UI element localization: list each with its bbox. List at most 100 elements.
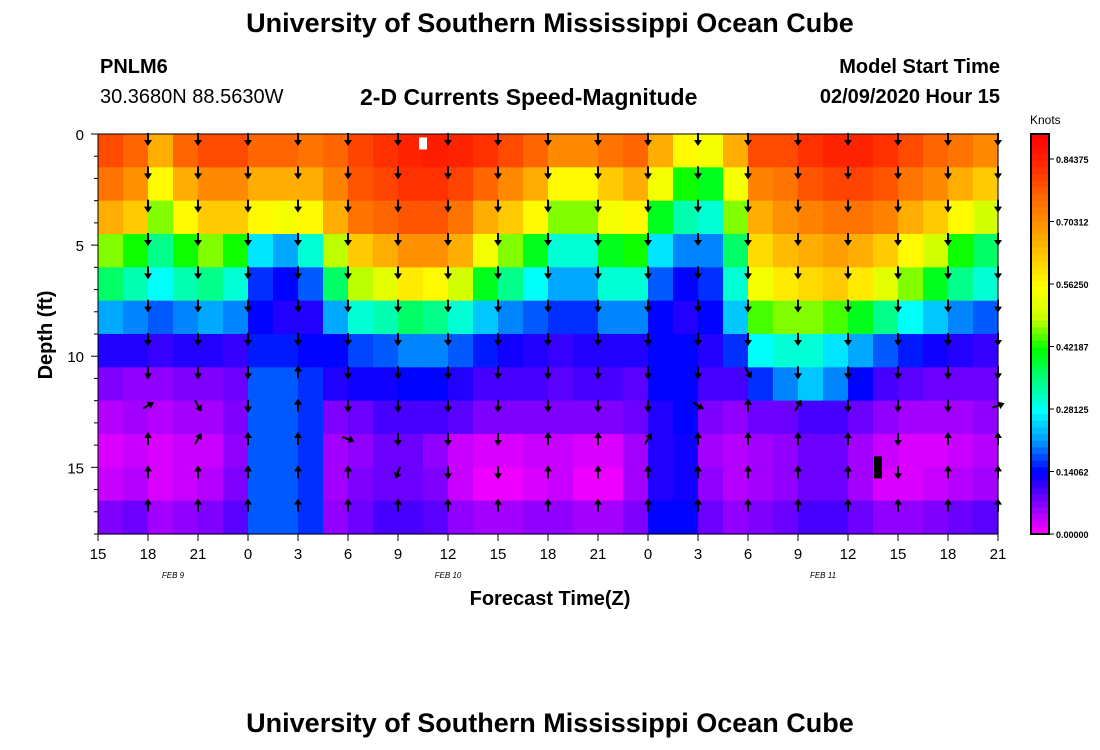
- heatmap-cell: [898, 300, 924, 335]
- current-vector: [393, 466, 402, 479]
- heatmap-cell: [348, 200, 374, 235]
- heatmap-cell: [873, 400, 899, 435]
- heatmap-cell: [423, 300, 449, 335]
- heatmap-cell: [623, 167, 649, 202]
- heatmap-cell: [898, 434, 924, 468]
- heatmap-cell: [348, 234, 374, 268]
- heatmap-cell: [148, 134, 174, 168]
- current-vector: [244, 233, 252, 246]
- x-tick-label: 9: [394, 546, 402, 563]
- y-axis-label: Depth (ft): [35, 291, 57, 380]
- current-vector: [144, 299, 152, 313]
- heatmap-cell: [848, 400, 874, 435]
- heatmap-cell: [673, 434, 699, 468]
- colorbar-segment: [1031, 174, 1049, 182]
- heatmap-cell: [473, 367, 499, 402]
- heatmap-cell: [973, 134, 999, 168]
- colorbar-segment: [1031, 420, 1049, 428]
- heatmap-cell: [848, 367, 874, 402]
- heatmap-cell: [798, 234, 824, 268]
- heatmap-cell: [123, 434, 149, 468]
- heatmap-cell: [148, 467, 174, 502]
- heatmap-cell: [823, 167, 849, 202]
- heatmap-cell: [648, 400, 674, 435]
- heatmap-cell: [623, 234, 649, 268]
- current-vector: [544, 233, 552, 246]
- page-title: University of Southern Mississippi Ocean…: [246, 8, 854, 38]
- y-tick-label: 0: [76, 127, 84, 144]
- current-vector: [594, 333, 602, 346]
- heatmap-cell: [323, 300, 349, 335]
- current-vector: [544, 366, 552, 380]
- heatmap-cell: [523, 367, 549, 402]
- current-vector: [244, 498, 252, 512]
- heatmap-cell: [698, 267, 724, 302]
- current-vector: [244, 465, 252, 479]
- current-vector: [194, 266, 202, 280]
- heatmap-cell: [898, 367, 924, 402]
- current-vector: [444, 299, 452, 313]
- heatmap-cell: [923, 134, 949, 168]
- heatmap-cell: [323, 167, 349, 202]
- colorbar-segment: [1031, 354, 1049, 362]
- heatmap-cell: [398, 367, 424, 402]
- current-vector: [644, 498, 652, 512]
- colorbar-segment: [1031, 267, 1049, 275]
- colorbar-segment: [1031, 167, 1049, 175]
- x-tick-label: 6: [744, 546, 752, 563]
- heatmap-cell: [398, 467, 424, 502]
- heatmap-cell: [873, 167, 899, 202]
- heatmap-cell: [623, 200, 649, 235]
- colorbar-segment: [1031, 220, 1049, 228]
- white-marker: [419, 137, 427, 150]
- current-vector: [394, 433, 402, 446]
- current-vector: [694, 366, 702, 380]
- heatmap-cell: [673, 234, 699, 268]
- current-vector: [944, 399, 952, 413]
- current-vector: [494, 199, 502, 213]
- heatmap-cell: [698, 467, 724, 502]
- heatmap-cell: [798, 334, 824, 368]
- heatmap-cell: [873, 367, 899, 402]
- colorbar-segment: [1031, 487, 1049, 495]
- current-vector: [794, 399, 802, 412]
- heatmap-cell: [848, 434, 874, 468]
- heatmap-cell: [98, 200, 124, 235]
- heatmap-cell: [923, 500, 949, 535]
- current-vector: [194, 465, 202, 479]
- colorbar-tick-label: 0.42187: [1056, 343, 1089, 353]
- heatmap-cell: [773, 267, 799, 302]
- heatmap-cell: [948, 134, 974, 168]
- current-vector: [444, 199, 452, 213]
- heatmap-cell: [723, 300, 749, 335]
- current-vector: [594, 432, 602, 445]
- heatmap-cell: [323, 200, 349, 235]
- current-vector: [894, 299, 902, 313]
- current-vector: [894, 366, 902, 380]
- heatmap-cell: [123, 300, 149, 335]
- heatmap-cell: [498, 434, 524, 468]
- heatmap-cell: [623, 367, 649, 402]
- colorbar-segment: [1031, 527, 1049, 535]
- heatmap-cell: [948, 500, 974, 535]
- heatmap-cell: [198, 167, 224, 202]
- current-vector: [294, 166, 302, 180]
- heatmap-cell: [373, 434, 399, 468]
- colorbar-segment: [1031, 360, 1049, 368]
- heatmap-cell: [198, 234, 224, 268]
- current-vector: [544, 432, 552, 445]
- colorbar-segment: [1031, 447, 1049, 455]
- heatmap-cell: [823, 300, 849, 335]
- current-vector: [844, 366, 852, 380]
- heatmap-cell: [348, 300, 374, 335]
- heatmap-cell: [773, 334, 799, 368]
- current-vector: [144, 199, 152, 213]
- heatmap-cell: [973, 334, 999, 368]
- heatmap-cell: [823, 267, 849, 302]
- colorbar-segment: [1031, 434, 1049, 442]
- heatmap-cell: [798, 300, 824, 335]
- heatmap-cell: [598, 200, 624, 235]
- current-vector: [844, 432, 852, 445]
- heatmap-cell: [348, 400, 374, 435]
- heatmap-cell: [598, 500, 624, 535]
